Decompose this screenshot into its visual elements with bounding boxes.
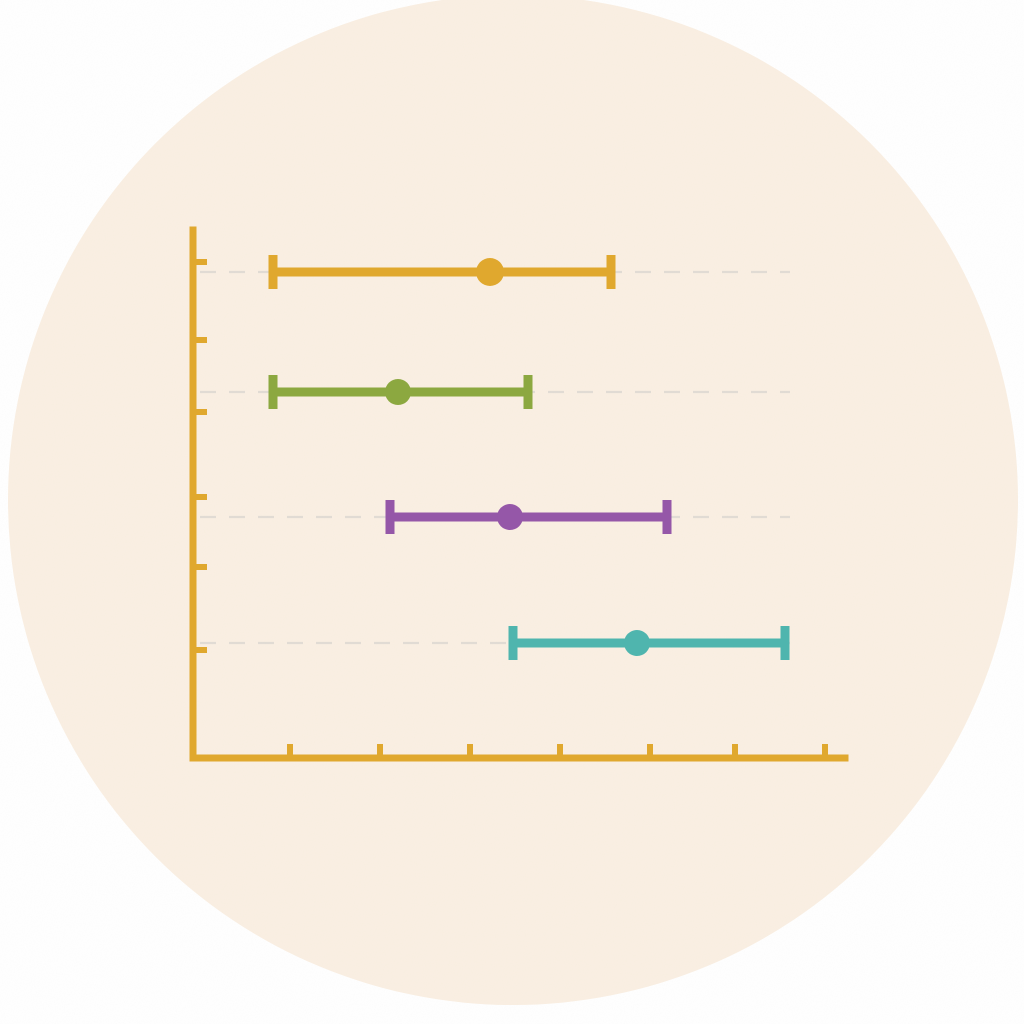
axis-spines (189, 226, 849, 762)
data-point-marker[interactable] (385, 379, 411, 405)
data-point-marker[interactable] (476, 258, 504, 286)
error-bar-series-group (268, 255, 790, 660)
panel-circle (8, 0, 1018, 1005)
data-point-marker[interactable] (497, 504, 523, 530)
panel-circle-group (8, 0, 1018, 1005)
error-bar-series-c[interactable] (385, 500, 672, 534)
data-point-marker[interactable] (624, 630, 650, 656)
error-bar-series-b[interactable] (268, 375, 533, 409)
error-bar-series-d[interactable] (508, 626, 790, 660)
error-bar-series-a[interactable] (268, 255, 616, 289)
